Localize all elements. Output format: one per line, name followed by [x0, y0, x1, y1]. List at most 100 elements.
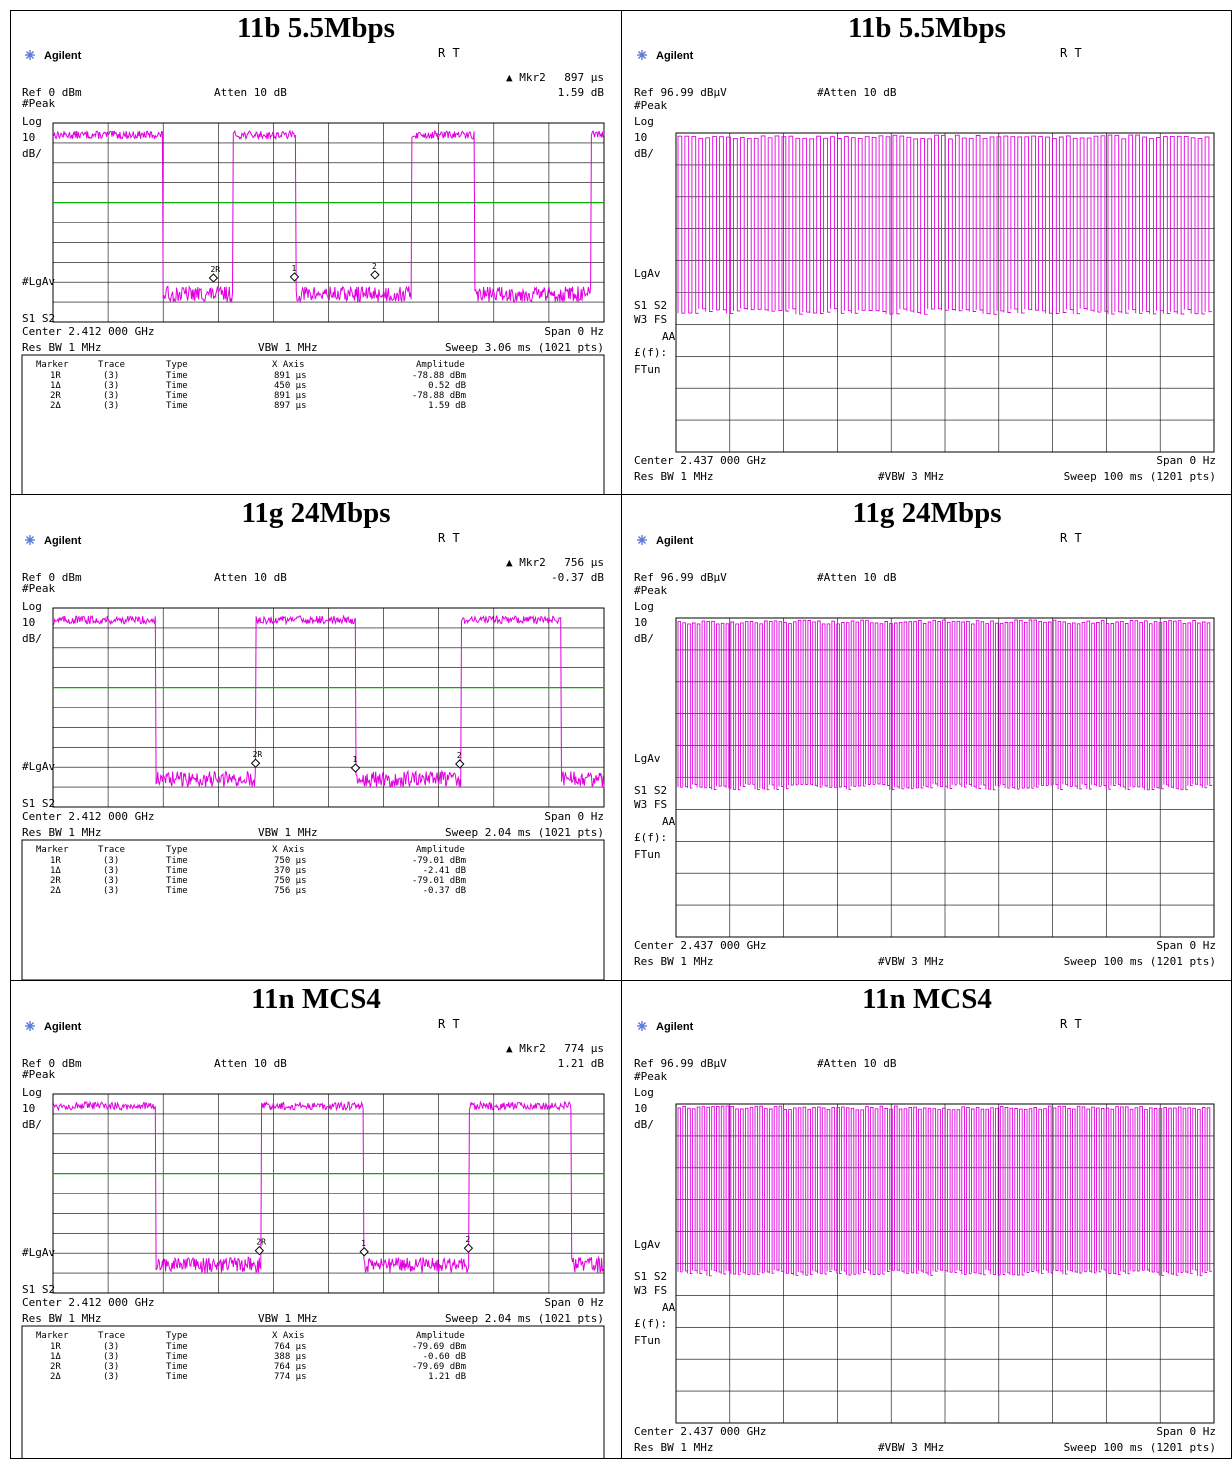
marker-table-cell: 2Δ	[50, 401, 61, 411]
video-bandwidth: VBW 1 MHz	[258, 1312, 318, 1325]
ref-level: Ref 0 dBm	[22, 1057, 82, 1070]
brand-label: Agilent	[656, 1021, 694, 1033]
analyzer-screenshot: Agilent R T Ref 96.99 dBµV #Atten 10 dB #Pea…	[622, 43, 1232, 495]
marker-table: Marker Trace Type X Axis Amplitude 1R (3) Time 7…	[21, 839, 605, 981]
left-label: 10	[22, 131, 35, 144]
left-label: #Peak	[22, 97, 55, 110]
ff-label: £(f):	[634, 831, 667, 844]
marker-diamond	[289, 272, 300, 282]
marker-diamond	[370, 270, 380, 280]
marker-table-cell: Time	[166, 1352, 188, 1362]
marker-table-header: Amplitude	[416, 360, 465, 370]
agilent-logo-icon	[637, 50, 647, 60]
marker-table-header: Trace	[98, 1331, 125, 1341]
center-frequency: Center 2.412 000 GHz	[22, 810, 154, 823]
left-label: Log	[22, 1086, 42, 1099]
resolution-bandwidth: Res BW 1 MHz	[634, 1441, 713, 1454]
sweep-time: Sweep 100 ms (1201 pts)	[1064, 470, 1216, 483]
left-label: dB/	[634, 632, 654, 645]
marker-table-cell: 370 µs	[274, 866, 307, 876]
ff-label: £(f):	[634, 1317, 667, 1330]
marker-table-cell: Time	[166, 401, 188, 411]
left-label: dB/	[22, 632, 42, 645]
panel-p4: 11g 24Mbps Agilent R T Ref 96.99 dBµV #Atten…	[622, 495, 1232, 981]
marker-table-cell: 2Δ	[50, 886, 61, 896]
table-divider-horizontal	[10, 494, 1232, 495]
rt-indicator: R T	[1060, 1017, 1082, 1031]
marker-table-cell: Time	[166, 381, 188, 391]
marker-table-cell: (3)	[103, 401, 119, 411]
s1s2-label: S1 S2	[22, 312, 55, 325]
left-label: Log	[634, 1086, 654, 1099]
panel-title: 11g 24Mbps	[852, 497, 1002, 529]
marker-table-cell: -79.01 dBm	[412, 856, 466, 866]
marker-table-cell: Time	[166, 371, 188, 381]
table-divider-vertical	[621, 10, 622, 1459]
marker-table-header: Marker	[36, 845, 69, 855]
brand-label: Agilent	[656, 535, 694, 547]
video-bandwidth: #VBW 3 MHz	[878, 470, 944, 483]
marker-table-cell: 1Δ	[50, 1352, 61, 1362]
marker-diamond	[359, 1247, 369, 1257]
marker-diamond	[350, 763, 361, 773]
brand-label: Agilent	[44, 535, 82, 547]
span: Span 0 Hz	[1156, 939, 1216, 952]
marker-readout-x: 774 µs	[564, 1042, 604, 1055]
marker-table-cell: (3)	[103, 866, 119, 876]
s1s2-label: S1 S2	[634, 1270, 667, 1283]
attenuation: Atten 10 dB	[214, 571, 287, 584]
plot-grid	[52, 1093, 605, 1294]
screen-background	[622, 1014, 1232, 1459]
left-label: Log	[22, 115, 42, 128]
marker-diamond	[463, 1243, 474, 1253]
burst-trace	[52, 1100, 605, 1274]
aa-label: AA	[662, 815, 676, 828]
marker-table-cell: 1Δ	[50, 381, 61, 391]
rt-indicator: R T	[438, 46, 460, 60]
lgav-label: LgAv	[634, 752, 661, 765]
panel-p5: 11n MCS4 Agilent R T ▲ Mkr2 774 µs 1.21 dB Ref…	[10, 981, 622, 1459]
agilent-logo-icon	[637, 535, 647, 545]
marker-table-cell: 2R	[50, 391, 61, 401]
marker-table-header: Amplitude	[416, 845, 465, 855]
left-label: 10	[22, 616, 35, 629]
attenuation: #Atten 10 dB	[817, 1057, 897, 1070]
resolution-bandwidth: Res BW 1 MHz	[22, 1312, 101, 1325]
marker-table-cell: 0.52 dB	[428, 381, 466, 391]
w3fs-label: W3 FS	[634, 313, 667, 326]
marker-table-header: Trace	[98, 360, 125, 370]
marker-table-header: Type	[166, 360, 188, 370]
ref-level: Ref 0 dBm	[22, 86, 82, 99]
lgav-label: #LgAv	[22, 1246, 55, 1259]
left-label: #Peak	[634, 1070, 667, 1083]
marker-table-cell: 750 µs	[274, 876, 307, 886]
screen-background	[10, 43, 622, 495]
ref-level: Ref 96.99 dBµV	[634, 1057, 727, 1070]
left-label: 10	[22, 1102, 35, 1115]
marker-label: 2R	[253, 750, 263, 759]
marker-table-cell: 2R	[50, 876, 61, 886]
marker-readout-x: 897 µs	[564, 71, 604, 84]
rt-indicator: R T	[1060, 46, 1082, 60]
brand-label: Agilent	[44, 1021, 82, 1033]
left-label: #Peak	[634, 584, 667, 597]
analyzer-screenshot: Agilent R T ▲ Mkr2 897 µs 1.59 dB Ref 0 dBm At…	[10, 43, 622, 495]
span: Span 0 Hz	[1156, 1425, 1216, 1438]
marker-table-cell: 450 µs	[274, 381, 307, 391]
marker-table-cell: (3)	[103, 856, 119, 866]
marker-table-cell: 1Δ	[50, 866, 61, 876]
marker-table-cell: Time	[166, 1362, 188, 1372]
analyzer-screenshot: Agilent R T ▲ Mkr2 774 µs 1.21 dB Ref 0 dBm At…	[10, 1014, 622, 1459]
marker-readout-y: 1.21 dB	[558, 1057, 605, 1070]
left-label: Log	[634, 600, 654, 613]
marker-table-cell: -0.37 dB	[423, 886, 466, 896]
agilent-logo-icon	[637, 1021, 647, 1031]
panel-p2: 11b 5.5Mbps Agilent R T Ref 96.99 dBµV #Atte…	[622, 10, 1232, 495]
table-border-left	[10, 10, 11, 1459]
screen-background	[622, 43, 1232, 495]
w3fs-label: W3 FS	[634, 798, 667, 811]
lgav-label: #LgAv	[22, 275, 55, 288]
marker-table-cell: -79.01 dBm	[412, 876, 466, 886]
ref-level: Ref 96.99 dBµV	[634, 571, 727, 584]
